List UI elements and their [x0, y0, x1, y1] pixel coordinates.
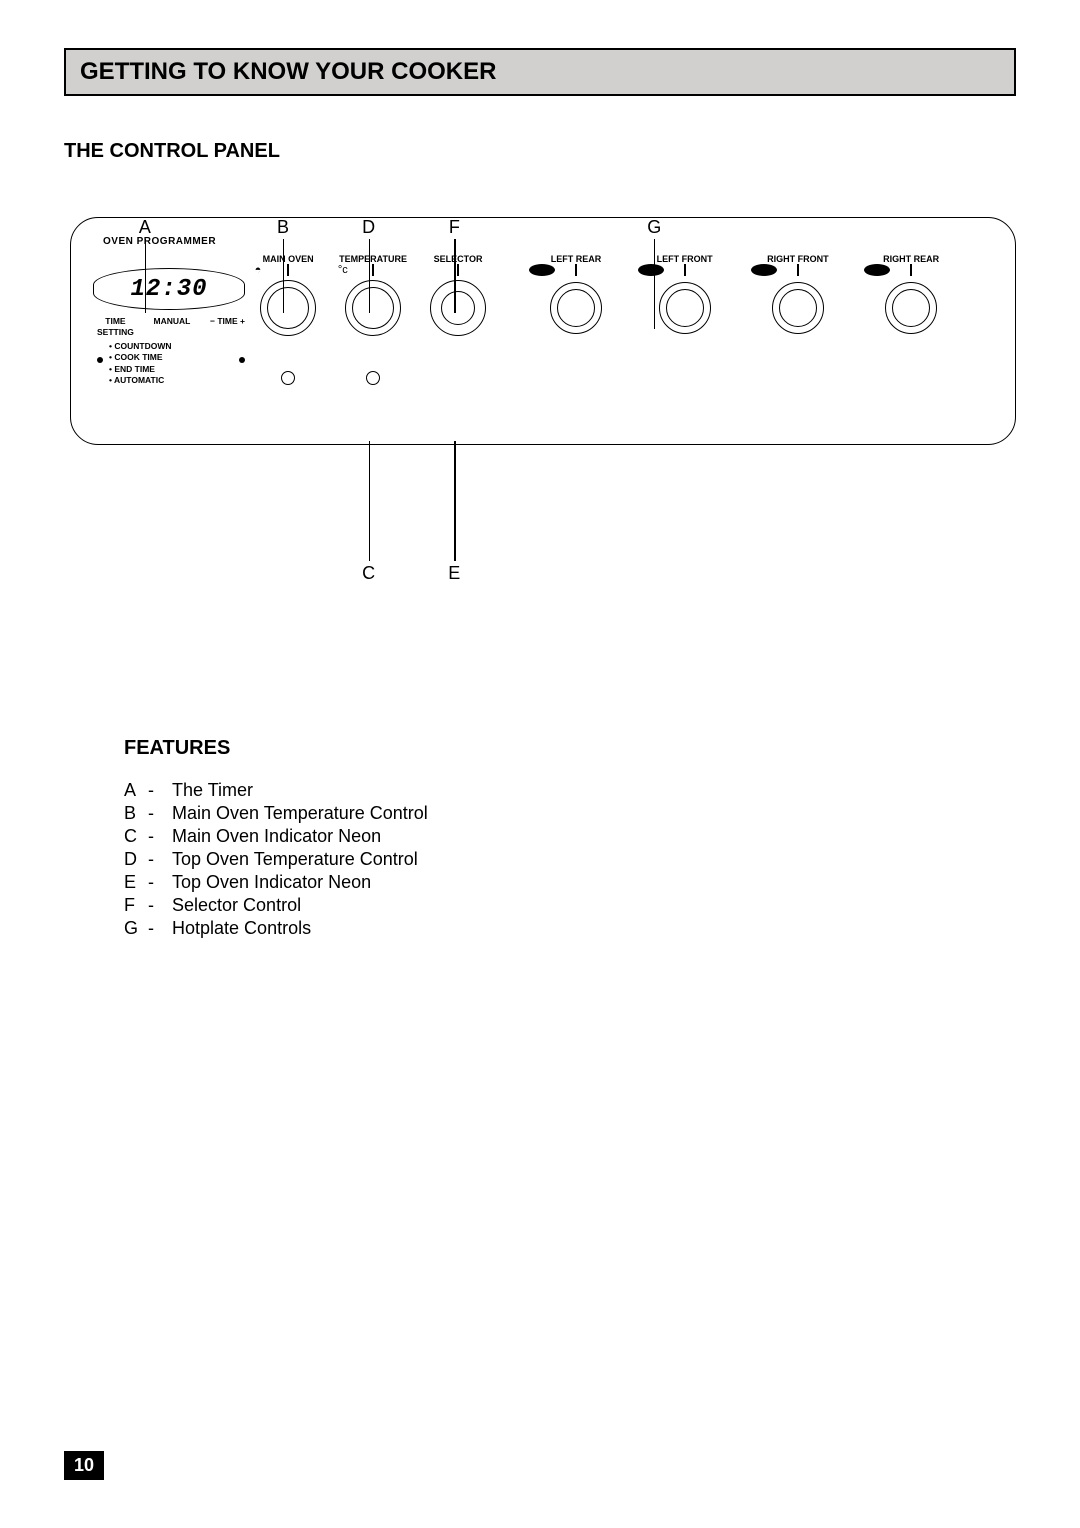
control-label-selector: SELECTOR	[434, 254, 483, 264]
control-tick	[457, 264, 459, 276]
feature-separator: -	[148, 895, 172, 918]
hotplate-icon	[751, 264, 777, 276]
subsection-title: THE CONTROL PANEL	[64, 140, 1016, 163]
timer-setting-label: SETTING	[97, 327, 134, 337]
feature-letter: E	[124, 872, 148, 895]
control-tick	[372, 264, 374, 276]
callout-line	[369, 441, 370, 561]
feature-separator: -	[148, 826, 172, 849]
features-table: A-The TimerB-Main Oven Temperature Contr…	[124, 780, 438, 941]
feature-row: E-Top Oven Indicator Neon	[124, 872, 438, 895]
section-title: GETTING TO KNOW YOUR COOKER	[64, 48, 1016, 96]
feature-text: The Timer	[172, 780, 438, 803]
control-label-right_front: RIGHT FRONT	[767, 254, 829, 264]
feature-text: Main Oven Indicator Neon	[172, 826, 438, 849]
control-tick	[287, 264, 289, 276]
timer-display: 12:30	[93, 268, 245, 310]
timer-dot-left	[97, 357, 103, 363]
control-label-temperature: TEMPERATURE	[339, 254, 407, 264]
timer-dot-right	[239, 357, 245, 363]
callout-E: E	[448, 563, 460, 584]
timer-mode-item: END TIME	[109, 364, 171, 375]
control-symbol-temperature: °c	[338, 264, 348, 276]
feature-letter: A	[124, 780, 148, 803]
control-tick	[797, 264, 799, 276]
control-label-left_front: LEFT FRONT	[657, 254, 713, 264]
page: GETTING TO KNOW YOUR COOKER THE CONTROL …	[0, 0, 1080, 1528]
feature-separator: -	[148, 849, 172, 872]
feature-row: B-Main Oven Temperature Control	[124, 803, 438, 826]
control-tick	[684, 264, 686, 276]
feature-text: Main Oven Temperature Control	[172, 803, 438, 826]
knob-selector	[430, 280, 486, 336]
page-number: 10	[64, 1451, 104, 1480]
feature-row: D-Top Oven Temperature Control	[124, 849, 438, 872]
timer-labels: TIME SETTING MANUAL − TIME + COUNTDOWNCO…	[93, 316, 245, 387]
feature-row: C-Main Oven Indicator Neon	[124, 826, 438, 849]
feature-text: Selector Control	[172, 895, 438, 918]
oven-programmer-title: OVEN PROGRAMMER	[103, 236, 216, 247]
callout-C: C	[362, 563, 375, 584]
knob-temperature	[345, 280, 401, 336]
control-label-main_oven: MAIN OVEN	[263, 254, 314, 264]
feature-letter: C	[124, 826, 148, 849]
timer-mode-item: AUTOMATIC	[109, 375, 171, 386]
features-section: FEATURES A-The TimerB-Main Oven Temperat…	[64, 737, 1016, 941]
feature-row: A-The Timer	[124, 780, 438, 803]
knob-right_front	[772, 282, 824, 334]
control-symbol-main_oven: ◓	[255, 264, 262, 276]
feature-letter: F	[124, 895, 148, 918]
feature-separator: -	[148, 803, 172, 826]
timer-mode-item: COUNTDOWN	[109, 341, 171, 352]
feature-separator: -	[148, 918, 172, 941]
timer-time-label: TIME	[105, 316, 125, 326]
indicator-neon-temperature	[366, 371, 380, 385]
feature-row: G-Hotplate Controls	[124, 918, 438, 941]
feature-text: Top Oven Indicator Neon	[172, 872, 438, 895]
timer-mode-item: COOK TIME	[109, 352, 171, 363]
timer-modes: COUNTDOWNCOOK TIMEEND TIMEAUTOMATIC	[109, 341, 171, 387]
knob-main_oven	[260, 280, 316, 336]
timer-manual-label: MANUAL	[154, 316, 191, 339]
control-tick	[575, 264, 577, 276]
feature-separator: -	[148, 872, 172, 895]
control-label-right_rear: RIGHT REAR	[883, 254, 939, 264]
panel-outline: OVEN PROGRAMMER 12:30 TIME SETTING MANUA…	[70, 217, 1016, 445]
hotplate-icon	[864, 264, 890, 276]
indicator-neon-main_oven	[281, 371, 295, 385]
timer-timeplusminus-label: − TIME +	[210, 316, 245, 339]
control-label-left_rear: LEFT REAR	[551, 254, 602, 264]
timer-area: 12:30 TIME SETTING MANUAL − TIME + COUNT…	[93, 268, 245, 387]
knob-left_front	[659, 282, 711, 334]
feature-separator: -	[148, 780, 172, 803]
features-title: FEATURES	[124, 737, 1016, 760]
control-panel-diagram: ABDFG OVEN PROGRAMMER 12:30 TIME SETTING…	[64, 217, 1016, 597]
feature-letter: B	[124, 803, 148, 826]
knob-left_rear	[550, 282, 602, 334]
control-tick	[910, 264, 912, 276]
feature-row: F-Selector Control	[124, 895, 438, 918]
feature-letter: G	[124, 918, 148, 941]
feature-text: Top Oven Temperature Control	[172, 849, 438, 872]
knob-right_rear	[885, 282, 937, 334]
callout-line	[454, 441, 455, 561]
hotplate-icon	[638, 264, 664, 276]
hotplate-icon	[529, 264, 555, 276]
feature-letter: D	[124, 849, 148, 872]
feature-text: Hotplate Controls	[172, 918, 438, 941]
